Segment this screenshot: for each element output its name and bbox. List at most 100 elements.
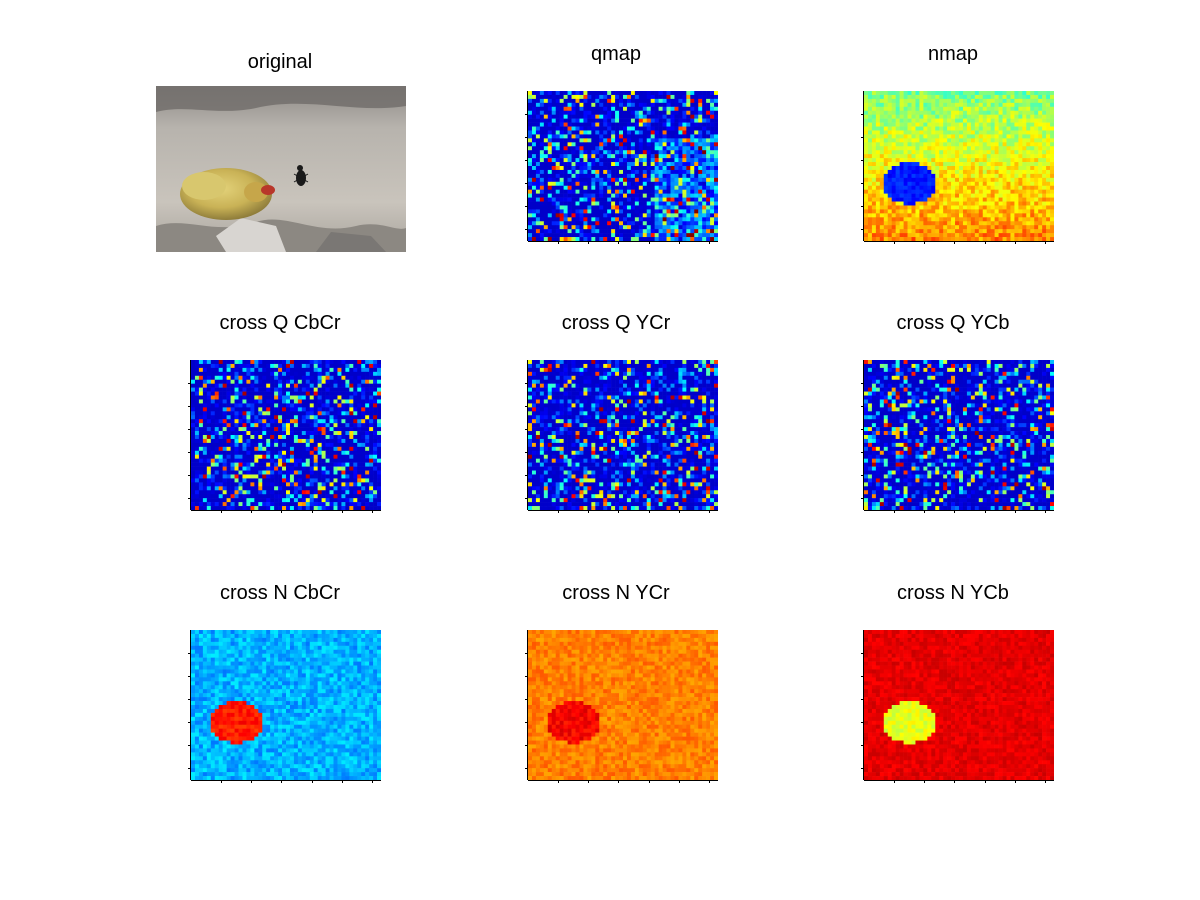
cross-n-ycr-y-axis	[522, 630, 528, 780]
y-tick	[525, 429, 528, 431]
cross-n-ycb-heatmap	[864, 630, 1054, 780]
qmap-x-axis	[528, 241, 718, 247]
y-tick	[188, 383, 191, 385]
cross-n-ycb-x-axis	[864, 780, 1054, 786]
y-tick	[861, 452, 864, 454]
x-tick	[371, 780, 373, 783]
x-tick	[708, 780, 710, 783]
x-tick	[924, 780, 926, 783]
x-tick	[984, 241, 986, 244]
x-tick	[251, 780, 253, 783]
nmap-x-axis	[864, 241, 1054, 247]
cross-q-cbcr-x-axis	[191, 510, 381, 516]
y-tick	[525, 745, 528, 747]
cross-q-ycr-x-axis	[528, 510, 718, 516]
x-tick	[221, 780, 223, 783]
x-tick	[588, 241, 590, 244]
x-tick	[281, 510, 283, 513]
cross-q-ycb-x-axis	[864, 510, 1054, 516]
y-tick	[188, 475, 191, 477]
y-tick	[861, 722, 864, 724]
x-tick	[251, 510, 253, 513]
x-tick	[1044, 780, 1046, 783]
y-tick	[188, 406, 191, 408]
x-tick	[558, 241, 560, 244]
cross-n-ycr-heatmap	[528, 630, 718, 780]
x-tick	[708, 241, 710, 244]
y-tick	[525, 475, 528, 477]
nmap-heatmap	[864, 91, 1054, 241]
x-tick	[648, 241, 650, 244]
x-tick	[341, 780, 343, 783]
y-tick	[861, 160, 864, 162]
x-tick	[371, 510, 373, 513]
y-tick	[188, 699, 191, 701]
x-tick	[1044, 510, 1046, 513]
y-tick	[525, 183, 528, 185]
x-tick	[618, 510, 620, 513]
y-tick	[861, 475, 864, 477]
x-tick	[588, 510, 590, 513]
y-tick	[861, 699, 864, 701]
panel-title-cross-q-cbcr: cross Q CbCr	[219, 312, 341, 334]
x-tick	[558, 510, 560, 513]
panel-title-original: original	[247, 51, 313, 73]
panel-title-nmap: nmap	[927, 43, 979, 65]
cross-q-ycr-heatmap	[528, 360, 718, 510]
x-tick	[558, 780, 560, 783]
cross-q-ycb-y-axis	[858, 360, 864, 510]
cross-q-ycb-heatmap	[864, 360, 1054, 510]
y-tick	[861, 114, 864, 116]
y-tick	[861, 206, 864, 208]
x-tick	[924, 241, 926, 244]
panel-title-qmap: qmap	[590, 43, 642, 65]
y-tick	[188, 722, 191, 724]
x-tick	[954, 780, 956, 783]
y-tick	[525, 653, 528, 655]
y-tick	[188, 498, 191, 500]
x-tick	[588, 780, 590, 783]
x-tick	[708, 510, 710, 513]
panel-cross-q-ycr	[525, 360, 718, 513]
panel-cross-q-cbcr	[188, 360, 381, 513]
x-tick	[984, 510, 986, 513]
cross-n-cbcr-heatmap	[191, 630, 381, 780]
y-tick	[188, 429, 191, 431]
x-tick	[984, 780, 986, 783]
panel-cross-q-ycb	[861, 360, 1054, 513]
y-tick	[525, 160, 528, 162]
x-tick	[954, 241, 956, 244]
y-tick	[525, 114, 528, 116]
x-tick	[678, 510, 680, 513]
panel-original	[156, 86, 406, 252]
x-tick	[894, 780, 896, 783]
panel-title-cross-q-ycb: cross Q YCb	[896, 312, 1010, 334]
x-tick	[924, 510, 926, 513]
cross-n-ycb-y-axis	[858, 630, 864, 780]
x-tick	[311, 780, 313, 783]
x-tick	[618, 241, 620, 244]
y-tick	[861, 768, 864, 770]
y-tick	[525, 452, 528, 454]
x-tick	[678, 241, 680, 244]
cross-n-cbcr-y-axis	[185, 630, 191, 780]
panel-cross-n-ycr	[525, 630, 718, 783]
x-tick	[1014, 510, 1016, 513]
x-tick	[678, 780, 680, 783]
x-tick	[1044, 241, 1046, 244]
qmap-y-axis	[522, 91, 528, 241]
panel-qmap	[525, 91, 718, 244]
x-tick	[648, 780, 650, 783]
y-tick	[525, 406, 528, 408]
x-tick	[281, 780, 283, 783]
panel-title-cross-n-ycr: cross N YCr	[562, 582, 670, 604]
y-tick	[861, 498, 864, 500]
panel-cross-n-ycb	[861, 630, 1054, 783]
x-tick	[954, 510, 956, 513]
panel-title-cross-q-ycr: cross Q YCr	[561, 312, 671, 334]
cross-n-ycr-x-axis	[528, 780, 718, 786]
y-tick	[525, 676, 528, 678]
cross-q-cbcr-heatmap	[191, 360, 381, 510]
x-tick	[648, 510, 650, 513]
